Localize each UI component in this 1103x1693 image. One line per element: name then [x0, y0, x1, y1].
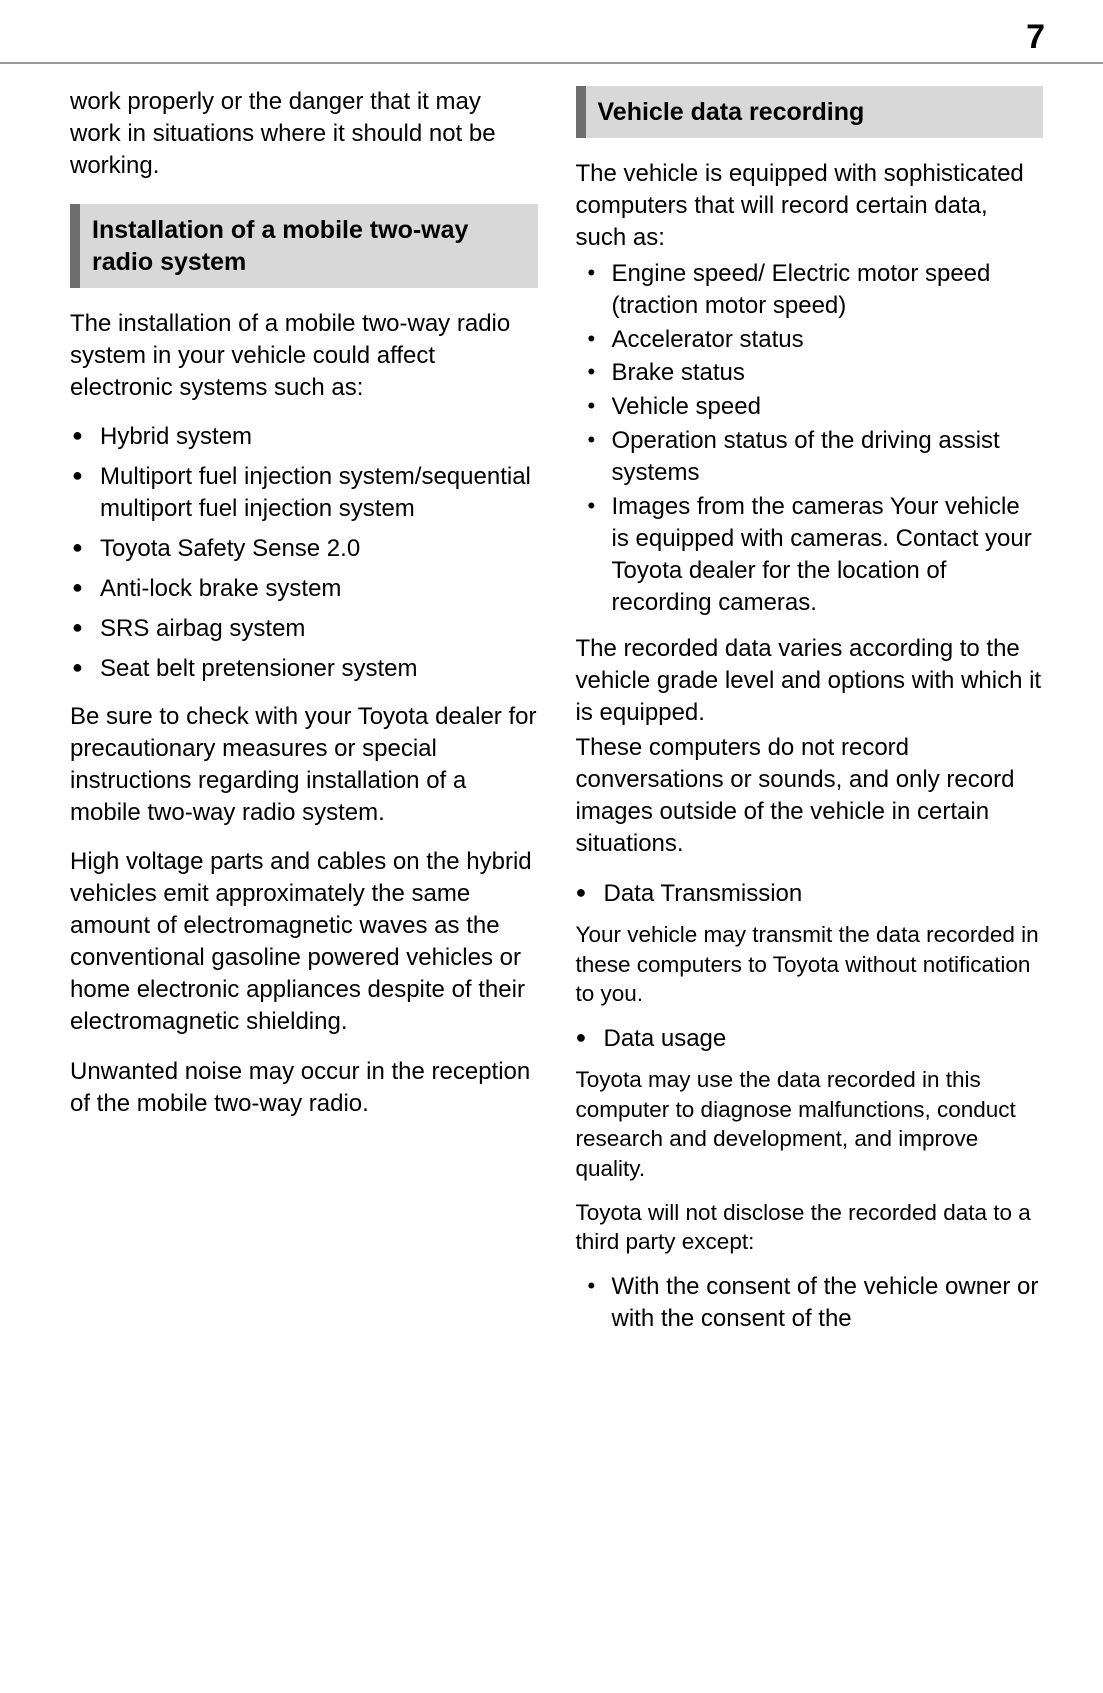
- header-rule: [0, 62, 1103, 64]
- list-item: SRS airbag system: [70, 613, 538, 645]
- intro-continued: work properly or the danger that it may …: [70, 86, 538, 182]
- list-item: Operation status of the driving assist s…: [576, 425, 1044, 489]
- data-transmission-heading: Data Transmission: [576, 878, 1044, 910]
- data-usage-text: Toyota may use the data recorded in this…: [576, 1065, 1044, 1184]
- recorded-data-list: Engine speed/ Electric motor speed (trac…: [576, 258, 1044, 619]
- list-item: Vehicle speed: [576, 391, 1044, 423]
- data-usage-heading: Data usage: [576, 1023, 1044, 1055]
- list-item: With the consent of the vehicle owner or…: [576, 1271, 1044, 1335]
- vdr-intro: The vehicle is equipped with sophisticat…: [576, 158, 1044, 254]
- list-item: Seat belt pretensioner system: [70, 653, 538, 685]
- noise-note: Unwanted noise may occur in the receptio…: [70, 1056, 538, 1120]
- content-columns: work properly or the danger that it may …: [70, 86, 1043, 1349]
- vdr-no-convo: These computers do not record conversati…: [576, 732, 1044, 860]
- right-column: Vehicle data recording The vehicle is eq…: [576, 86, 1044, 1349]
- list-item: Engine speed/ Electric motor speed (trac…: [576, 258, 1044, 322]
- list-item: Toyota Safety Sense 2.0: [70, 533, 538, 565]
- disclosure-list: With the consent of the vehicle owner or…: [576, 1271, 1044, 1335]
- section-heading-vehicle-data: Vehicle data recording: [576, 86, 1044, 138]
- disclosure-intro: Toyota will not disclose the recorded da…: [576, 1198, 1044, 1257]
- manual-page: 7 work properly or the danger that it ma…: [0, 0, 1103, 1409]
- list-item: Multiport fuel injection system/sequenti…: [70, 461, 538, 525]
- list-item: Anti-lock brake system: [70, 573, 538, 605]
- install-intro: The installation of a mobile two-way rad…: [70, 308, 538, 404]
- affected-systems-list: Hybrid system Multiport fuel injection s…: [70, 421, 538, 684]
- list-item: Hybrid system: [70, 421, 538, 453]
- list-item: Brake status: [576, 357, 1044, 389]
- emissions-note: High voltage parts and cables on the hyb…: [70, 846, 538, 1037]
- left-column: work properly or the danger that it may …: [70, 86, 538, 1349]
- data-transmission-text: Your vehicle may transmit the data recor…: [576, 920, 1044, 1009]
- section-heading-installation: Installation of a mobile two-way radio s…: [70, 204, 538, 288]
- vdr-varies: The recorded data varies according to th…: [576, 633, 1044, 729]
- page-number: 7: [1026, 18, 1045, 57]
- list-item: Images from the cameras Your vehicle is …: [576, 491, 1044, 619]
- list-item: Accelerator status: [576, 324, 1044, 356]
- dealer-check: Be sure to check with your Toyota dealer…: [70, 701, 538, 829]
